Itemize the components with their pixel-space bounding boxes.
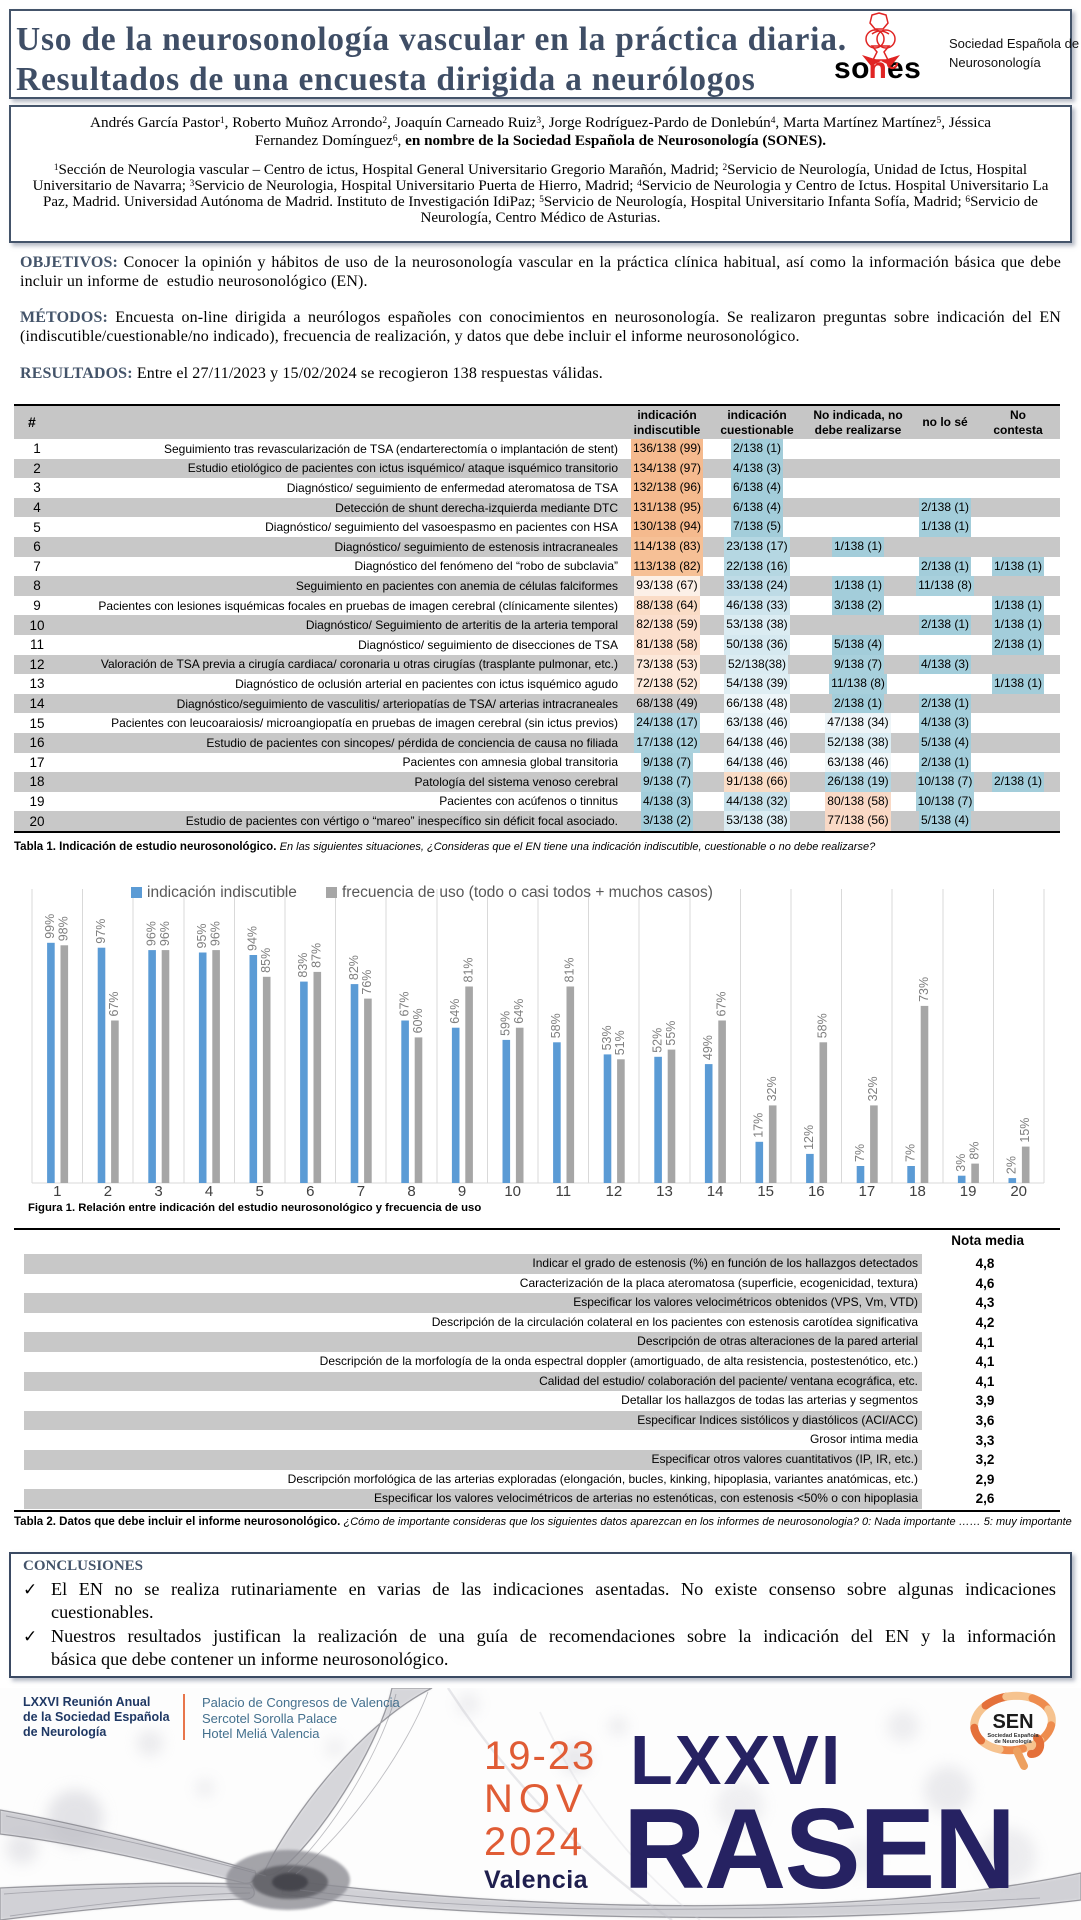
svg-text:58%: 58% — [549, 1013, 563, 1038]
svg-text:7%: 7% — [903, 1144, 917, 1162]
svg-text:99%: 99% — [43, 914, 57, 939]
svg-text:3: 3 — [154, 1183, 162, 1200]
svg-text:SEN: SEN — [992, 1711, 1033, 1733]
svg-text:n: n — [869, 52, 887, 80]
svg-text:96%: 96% — [158, 921, 172, 946]
svg-text:95%: 95% — [195, 923, 209, 948]
svg-text:76%: 76% — [360, 970, 374, 995]
svg-text:49%: 49% — [701, 1035, 715, 1060]
svg-text:96%: 96% — [144, 921, 158, 946]
svg-text:59%: 59% — [499, 1011, 513, 1036]
svg-text:5: 5 — [256, 1183, 264, 1200]
svg-text:7: 7 — [357, 1183, 365, 1200]
svg-text:96%: 96% — [208, 921, 222, 946]
svg-text:17%: 17% — [752, 1113, 766, 1138]
svg-text:98%: 98% — [57, 916, 71, 941]
svg-text:17: 17 — [859, 1183, 876, 1200]
svg-text:19: 19 — [960, 1183, 977, 1200]
svg-text:81%: 81% — [461, 957, 475, 982]
svg-text:8: 8 — [407, 1183, 415, 1200]
svg-text:67%: 67% — [107, 991, 121, 1016]
svg-text:67%: 67% — [397, 991, 411, 1016]
svg-text:32%: 32% — [765, 1076, 779, 1101]
svg-text:6: 6 — [306, 1183, 314, 1200]
svg-text:97%: 97% — [94, 919, 108, 944]
svg-text:13: 13 — [656, 1183, 673, 1200]
svg-text:82%: 82% — [347, 955, 361, 980]
svg-text:2%: 2% — [1005, 1156, 1019, 1174]
svg-text:12: 12 — [606, 1183, 623, 1200]
svg-text:1: 1 — [53, 1183, 61, 1200]
svg-text:14: 14 — [707, 1183, 724, 1200]
svg-text:18: 18 — [909, 1183, 926, 1200]
svg-text:frecuencia de uso (todo o casi: frecuencia de uso (todo o casi todos + m… — [342, 884, 713, 901]
svg-text:67%: 67% — [714, 991, 728, 1016]
svg-text:7%: 7% — [853, 1144, 867, 1162]
svg-text:9: 9 — [458, 1183, 466, 1200]
svg-text:52%: 52% — [650, 1028, 664, 1053]
svg-text:12%: 12% — [802, 1125, 816, 1150]
svg-text:64%: 64% — [448, 999, 462, 1024]
svg-text:2: 2 — [104, 1183, 112, 1200]
svg-text:85%: 85% — [259, 948, 273, 973]
svg-text:32%: 32% — [866, 1076, 880, 1101]
svg-text:87%: 87% — [310, 943, 324, 968]
svg-text:60%: 60% — [411, 1008, 425, 1033]
svg-text:16: 16 — [808, 1183, 825, 1200]
svg-text:10: 10 — [504, 1183, 521, 1200]
svg-text:8%: 8% — [967, 1142, 981, 1160]
svg-text:15%: 15% — [1018, 1118, 1032, 1143]
svg-text:51%: 51% — [613, 1030, 627, 1055]
svg-text:15: 15 — [757, 1183, 774, 1200]
svg-text:58%: 58% — [816, 1013, 830, 1038]
svg-text:81%: 81% — [563, 957, 577, 982]
svg-text:3%: 3% — [954, 1154, 968, 1172]
svg-text:4: 4 — [205, 1183, 213, 1200]
svg-text:es: es — [887, 52, 921, 80]
svg-text:83%: 83% — [296, 953, 310, 978]
svg-text:73%: 73% — [917, 977, 931, 1002]
svg-text:11: 11 — [556, 1183, 572, 1200]
svg-text:de Neurología: de Neurología — [994, 1739, 1032, 1745]
svg-text:indicación indiscutible: indicación indiscutible — [147, 884, 297, 901]
svg-text:94%: 94% — [246, 926, 260, 951]
svg-text:Sociedad Española: Sociedad Española — [987, 1733, 1039, 1739]
svg-text:64%: 64% — [512, 999, 526, 1024]
svg-text:53%: 53% — [600, 1025, 614, 1050]
svg-text:55%: 55% — [664, 1021, 678, 1046]
svg-text:20: 20 — [1010, 1183, 1027, 1200]
